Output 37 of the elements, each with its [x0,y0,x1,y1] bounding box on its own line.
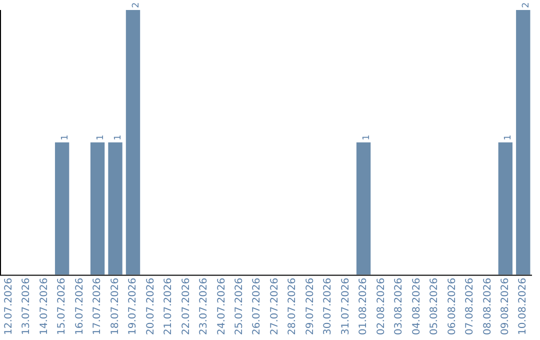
x-tick-label: 26.07.2026 [252,278,263,336]
x-tick-label: 20.07.2026 [145,278,156,336]
x-tick-label: 07.08.2026 [464,278,476,336]
x-tick-label: 16.07.2026 [74,278,86,336]
x-tick-label: 09.08.2026 [500,278,511,336]
x-tick-label: 25.07.2026 [234,278,245,336]
data-label: 1 [96,134,106,140]
x-tick-label: 17.07.2026 [92,278,104,336]
data-label: 1 [114,134,124,140]
x-tick-label: 29.07.2026 [304,278,316,336]
x-tick-label: 15.07.2026 [56,278,68,336]
x-tick-label: 01.08.2026 [358,278,370,336]
x-tick-label: 18.07.2026 [110,278,121,336]
data-label: 1 [504,134,514,140]
x-tick-label: 14.07.2026 [38,278,50,336]
x-tick-label: 04.08.2026 [411,278,422,336]
data-label: 1 [362,134,372,140]
x-tick-label: 27.07.2026 [269,278,280,336]
x-tick-label: 22.07.2026 [180,278,192,336]
x-tick-label: 30.07.2026 [322,278,334,336]
x-tick-label: 06.08.2026 [446,278,458,336]
x-tick-label: 13.07.2026 [21,278,32,336]
x-tick-label: 03.08.2026 [394,278,405,336]
x-tick-label: 12.07.2026 [3,278,14,336]
data-label: 1 [60,134,70,140]
x-tick-label: 23.07.2026 [198,278,210,336]
x-tick-label: 19.07.2026 [128,278,139,336]
x-tick-label: 31.07.2026 [340,278,352,336]
x-tick-label: 08.08.2026 [482,278,494,336]
x-tick-label: 28.07.2026 [287,278,298,336]
x-tick-label: 10.08.2026 [518,278,529,336]
x-tick-label: 05.08.2026 [429,278,440,336]
x-tick-label: 21.07.2026 [163,278,174,336]
data-label: 2 [521,2,532,8]
data-label: 2 [131,2,142,8]
x-tick-label: 24.07.2026 [216,278,228,336]
x-tick-label: 02.08.2026 [376,278,387,336]
